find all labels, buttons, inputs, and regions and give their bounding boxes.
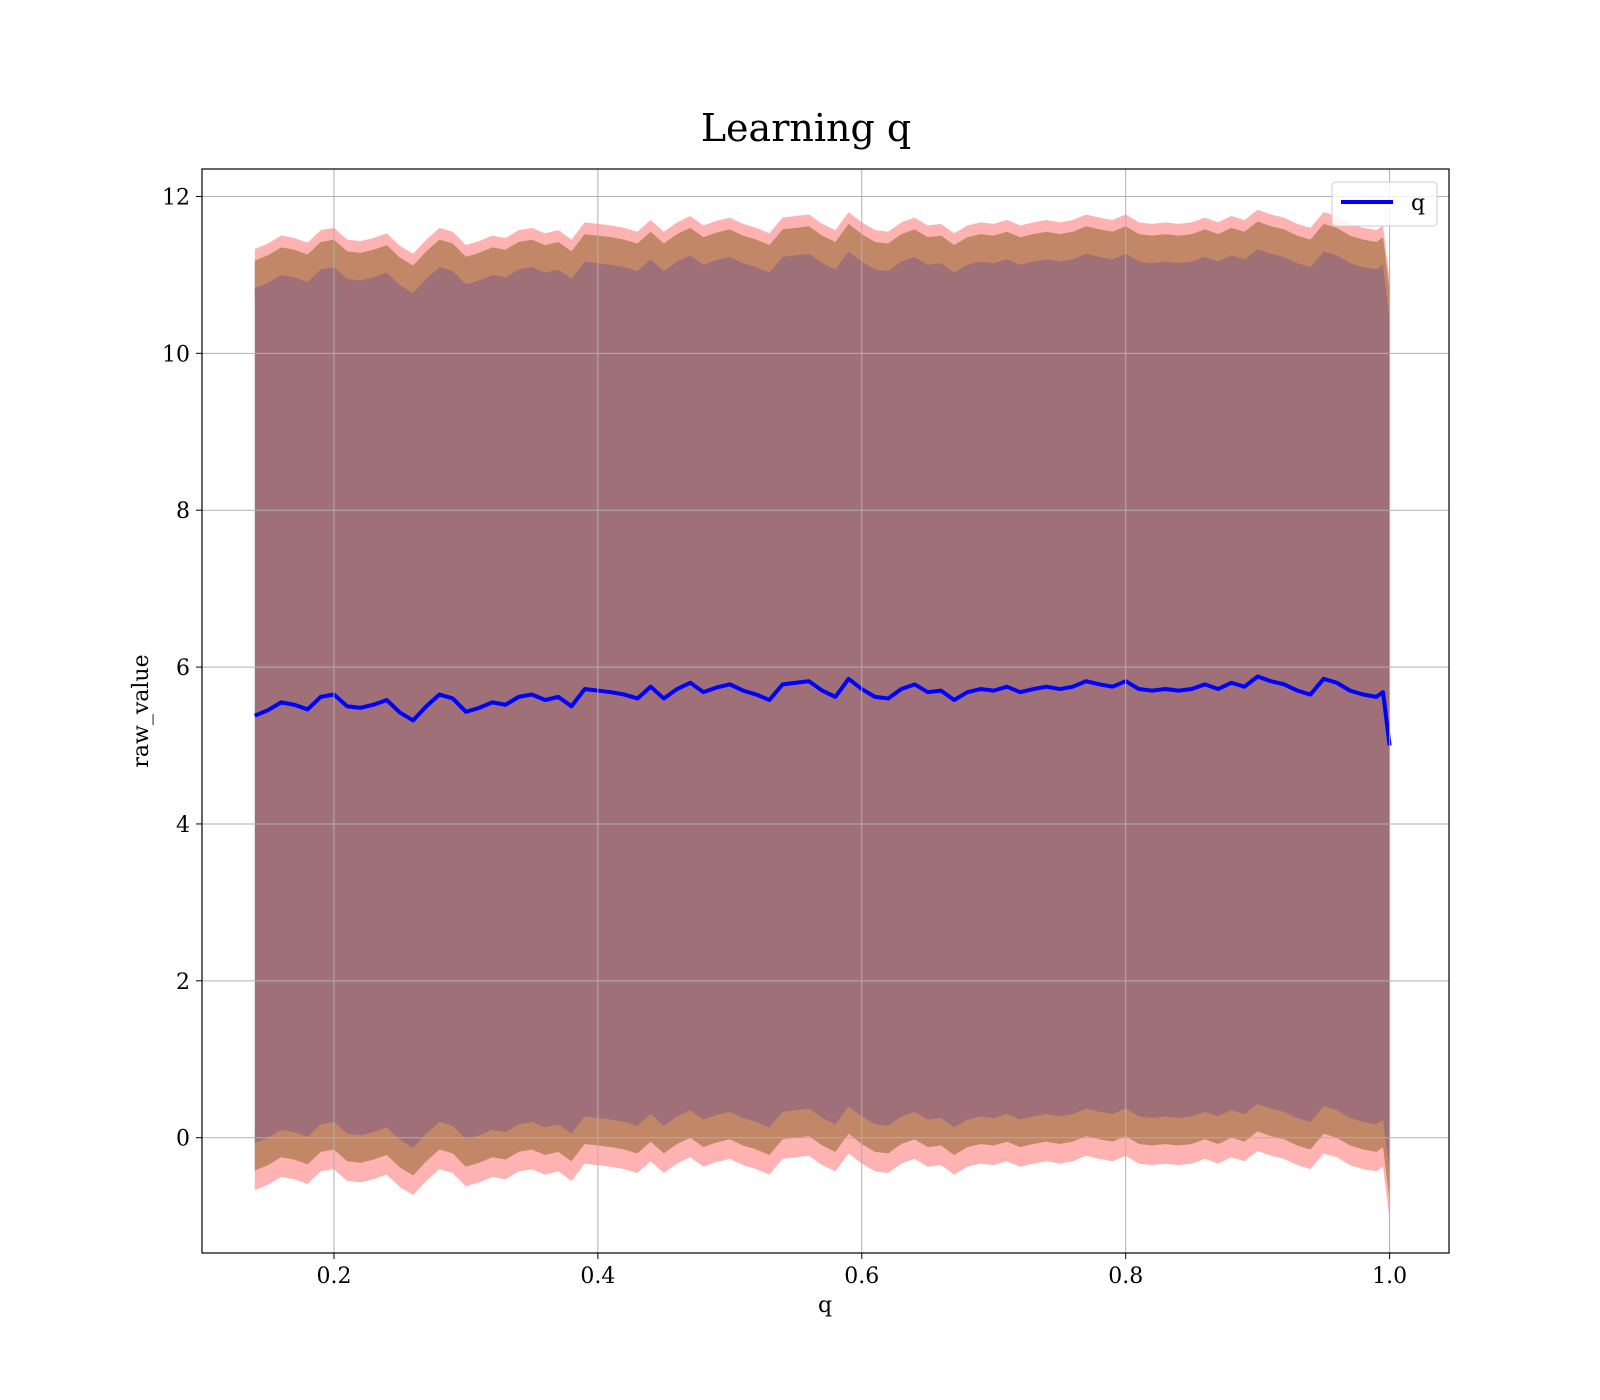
x-axis-label: q <box>818 1293 832 1318</box>
y-tick-label: 12 <box>162 185 190 210</box>
plot-frame <box>201 168 1450 1254</box>
series-line-q <box>254 674 1392 746</box>
y-tick-label: 10 <box>162 342 190 367</box>
x-axis: 0.2 0.4 0.6 0.8 1.0 <box>316 1253 1407 1289</box>
x-tick-label: 1.0 <box>1372 1264 1407 1289</box>
band-middle-upper <box>254 221 1390 330</box>
y-tick-label: 8 <box>176 499 190 524</box>
y-tick-label: 6 <box>176 656 190 681</box>
grid <box>202 169 1449 1253</box>
y-axis-label: raw_value <box>129 654 154 767</box>
y-tick-label: 2 <box>176 970 190 995</box>
legend: q <box>1331 181 1438 227</box>
y-axis: 0 2 4 6 8 10 12 <box>162 185 202 1152</box>
x-tick-label: 0.2 <box>316 1264 351 1289</box>
x-tick-label: 0.8 <box>1108 1264 1143 1289</box>
legend-entry-q: q <box>1411 191 1425 216</box>
y-tick-label: 0 <box>176 1127 190 1152</box>
band-inner <box>254 249 1390 1173</box>
x-tick-label: 0.6 <box>844 1264 879 1289</box>
x-tick-label: 0.4 <box>580 1264 615 1289</box>
y-tick-label: 4 <box>176 813 190 838</box>
chart-title: Learning q <box>701 106 911 150</box>
plot-area <box>254 209 1392 1221</box>
